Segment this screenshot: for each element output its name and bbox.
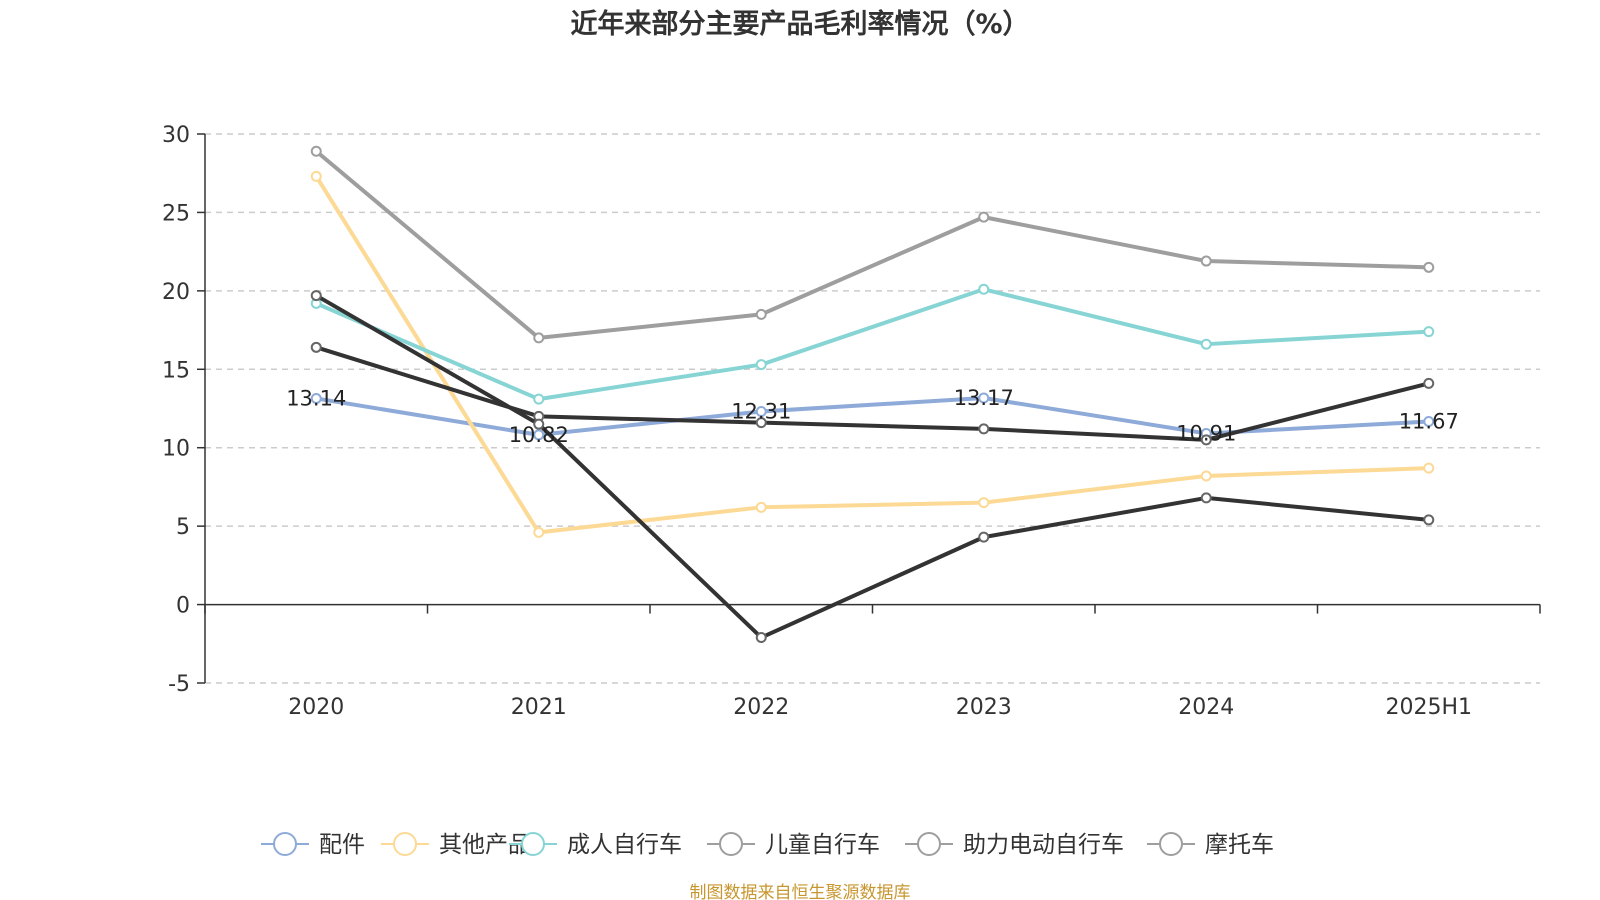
chart-title: 近年来部分主要产品毛利率情况（%） <box>570 8 1029 40</box>
data-point <box>755 417 767 429</box>
data-point <box>755 632 767 644</box>
x-tick-label: 2024 <box>1178 695 1234 720</box>
y-tick-label: 15 <box>162 358 190 383</box>
data-point <box>533 393 545 405</box>
data-point <box>310 145 322 157</box>
legend-label: 儿童自行车 <box>765 832 880 858</box>
legend-marker-icon <box>393 832 417 856</box>
data-point <box>310 170 322 182</box>
legend-label: 助力电动自行车 <box>963 832 1124 858</box>
data-label: 11.67 <box>1399 410 1459 434</box>
y-tick-label: 5 <box>176 515 190 540</box>
legend-item: 助力电动自行车 <box>905 832 1124 858</box>
legend-marker-icon <box>917 832 941 856</box>
source-note: 制图数据来自恒生聚源数据库 <box>690 883 911 900</box>
data-point <box>533 332 545 344</box>
legend-label: 摩托车 <box>1205 832 1274 858</box>
y-tick-label: 0 <box>176 594 190 619</box>
data-point <box>310 290 322 302</box>
legend-item: 摩托车 <box>1147 832 1274 858</box>
legend-item: 儿童自行车 <box>707 832 880 858</box>
series-line <box>314 395 1431 437</box>
data-point <box>1423 326 1435 338</box>
data-point <box>978 497 990 509</box>
series-group <box>310 290 1435 644</box>
legend: 配件 其他产品 成人自行车 儿童自行车 助力电动自行车 摩托车 <box>261 832 1274 858</box>
data-point <box>1200 470 1212 482</box>
legend-item: 其他产品 <box>381 832 531 858</box>
y-tick-label: -5 <box>168 672 190 697</box>
grid-lines <box>205 133 1540 684</box>
data-point <box>978 283 990 295</box>
x-tick-label: 2025H1 <box>1385 695 1472 720</box>
y-tick-label: 20 <box>162 280 190 305</box>
data-labels: 13.14 10.82 12.31 13.17 10.91 11.67 <box>286 386 1459 447</box>
data-point <box>1423 462 1435 474</box>
series-group <box>310 283 1435 405</box>
data-point <box>755 359 767 371</box>
series-lines <box>310 145 1435 644</box>
series-line <box>314 293 1431 640</box>
legend-marker-icon <box>1159 832 1183 856</box>
data-label: 10.91 <box>1176 421 1236 445</box>
legend-marker-icon <box>521 832 545 856</box>
legend-label: 成人自行车 <box>567 832 682 858</box>
data-point <box>755 308 767 320</box>
data-point <box>755 501 767 513</box>
data-point <box>533 418 545 430</box>
data-point <box>533 526 545 538</box>
data-label: 10.82 <box>509 423 569 447</box>
series-group <box>310 170 1435 538</box>
data-point <box>1423 416 1435 428</box>
data-point <box>1200 434 1212 446</box>
data-point <box>978 392 990 404</box>
data-point <box>1423 377 1435 389</box>
data-point <box>1423 514 1435 526</box>
x-tick-label: 2021 <box>511 695 567 720</box>
axes: -5 0 5 10 15 20 25 30 2020 2021 2022 2023 2024 2025H1 <box>162 123 1541 720</box>
x-tick-label: 2022 <box>733 695 789 720</box>
series-group <box>310 392 1435 441</box>
data-point <box>978 211 990 223</box>
data-label: 13.17 <box>954 386 1014 410</box>
legend-label: 配件 <box>319 832 365 858</box>
legend-item: 配件 <box>261 832 365 858</box>
y-tick-label: 30 <box>162 123 190 148</box>
data-label: 12.31 <box>731 399 791 423</box>
x-tick-label: 2023 <box>956 695 1012 720</box>
y-tick-label: 10 <box>162 437 190 462</box>
series-line <box>314 149 1431 340</box>
data-point <box>310 341 322 353</box>
data-point <box>978 531 990 543</box>
data-point <box>755 405 767 417</box>
data-label: 13.14 <box>286 386 346 410</box>
data-point <box>533 429 545 441</box>
legend-item: 成人自行车 <box>509 832 682 858</box>
data-point <box>310 392 322 404</box>
data-point <box>1423 261 1435 273</box>
data-point <box>978 423 990 435</box>
data-point <box>1200 492 1212 504</box>
data-point <box>1200 338 1212 350</box>
y-tick-label: 25 <box>162 201 190 226</box>
legend-marker-icon <box>719 832 743 856</box>
series-line <box>314 287 1431 402</box>
legend-marker-icon <box>273 832 297 856</box>
data-point <box>1200 255 1212 267</box>
series-group <box>310 145 1435 344</box>
x-tick-label: 2020 <box>288 695 344 720</box>
series-line <box>314 174 1431 535</box>
